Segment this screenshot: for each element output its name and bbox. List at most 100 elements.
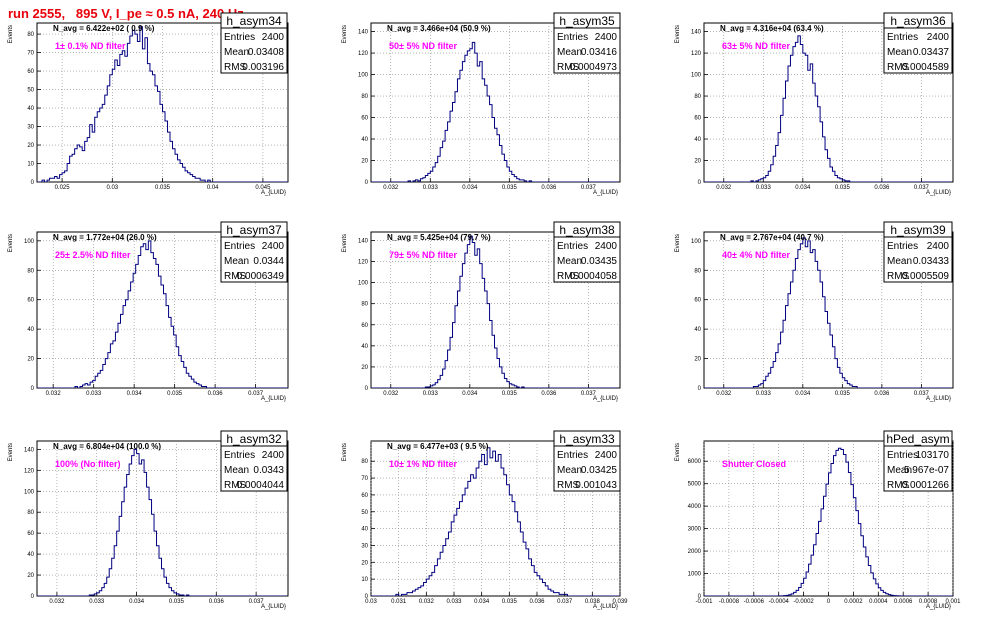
y-tick-label: 100 — [24, 489, 35, 495]
x-tick-label: 0.0002 — [844, 599, 863, 605]
x-tick-label: 0.04 — [207, 185, 219, 191]
histogram-line — [704, 35, 952, 182]
filter-label: Shutter Closed — [722, 459, 786, 469]
navg-label: N_avg = 2.767e+04 (40.7 %) — [720, 233, 824, 242]
x-tick-label: 0.039 — [612, 599, 628, 605]
stats-value: 0.0343 — [253, 465, 284, 476]
stats-value: 2400 — [595, 32, 618, 43]
histogram-line — [37, 448, 287, 596]
y-tick-label: 60 — [361, 323, 368, 329]
stats-value: 0.0004044 — [237, 480, 285, 491]
x-tick-label: 0.034 — [474, 599, 490, 605]
plot-frame — [703, 22, 954, 183]
y-tick-label: 60 — [694, 298, 701, 304]
histogram-panel-h_asym33: 0.03 0.031 0.032 0.033 0.034 0.035 0.036 0.037 0… — [342, 430, 628, 610]
x-tick-label: 0.001 — [945, 599, 961, 605]
x-tick-label: 0.032 — [383, 185, 399, 191]
plot-frame — [370, 22, 621, 183]
y-tick-label: 100 — [24, 239, 35, 245]
x-tick-label: 0.037 — [249, 599, 265, 605]
x-tick-label: -0.001 — [695, 599, 713, 605]
y-tick-label: 60 — [694, 116, 701, 122]
stats-value: 0.03437 — [913, 47, 950, 58]
stats-value: 0.03416 — [581, 47, 618, 58]
stats-value: 0.0344 — [253, 256, 284, 267]
stats-label: RMS — [557, 480, 580, 491]
y-tick-label: 60 — [361, 116, 368, 122]
plot-frame — [370, 231, 621, 389]
plot-frame — [36, 440, 289, 597]
x-axis-title: A_{LUID} — [261, 604, 286, 610]
x-tick-label: 0 — [827, 599, 831, 605]
stats-label: RMS — [224, 62, 247, 73]
x-tick-label: 0.038 — [585, 599, 601, 605]
x-tick-label: 0.035 — [835, 185, 851, 191]
stats-value: 0.03408 — [248, 47, 285, 58]
x-tick-label: 0.036 — [541, 391, 557, 397]
y-tick-label: 70 — [361, 476, 368, 482]
y-tick-label: 0 — [365, 594, 369, 600]
y-tick-label: 20 — [27, 143, 34, 149]
y-tick-label: 0 — [365, 180, 369, 186]
stats-value: 2400 — [595, 241, 618, 252]
stats-value: 0.0004058 — [570, 271, 618, 282]
y-axis-title: Events — [342, 234, 348, 252]
stats-label: RMS — [887, 271, 910, 282]
stats-title: h_asym39 — [890, 223, 946, 237]
x-tick-label: 0.0008 — [919, 599, 938, 605]
stats-value: 2400 — [927, 241, 950, 252]
y-tick-label: 20 — [694, 357, 701, 363]
y-tick-label: 100 — [691, 73, 702, 79]
y-tick-label: 5000 — [688, 482, 702, 488]
stats-label: Mean — [224, 47, 249, 58]
y-tick-label: 4000 — [688, 504, 702, 510]
histogram-panel-h_asym38: 0.032 0.033 0.034 0.035 0.036 0.037 0 20 40 60 80 1… — [342, 221, 621, 402]
x-axis-title: A_{LUID} — [593, 190, 618, 196]
y-axis-title: Events — [675, 234, 681, 252]
y-tick-label: 0 — [31, 180, 35, 186]
y-tick-label: 60 — [361, 493, 368, 499]
x-tick-label: 0.036 — [541, 185, 557, 191]
stats-label: RMS — [557, 271, 580, 282]
x-tick-label: 0.033 — [756, 391, 772, 397]
y-tick-label: 0 — [698, 594, 702, 600]
histogram-panel-h_asym39: 0.032 0.033 0.034 0.035 0.036 0.037 0 20 40 60 80 1… — [675, 221, 954, 402]
stats-value: 103170 — [916, 450, 950, 461]
x-tick-label: 0.025 — [55, 185, 71, 191]
stats-title: h_asym36 — [890, 14, 946, 28]
stats-box — [553, 430, 621, 492]
x-tick-label: 0.033 — [86, 391, 102, 397]
stats-box — [220, 12, 288, 74]
y-tick-label: 0 — [31, 594, 35, 600]
x-tick-label: 0.037 — [914, 391, 930, 397]
filter-label: 40± 4% ND filter — [722, 250, 790, 260]
x-tick-label: 0.033 — [446, 599, 462, 605]
x-axis-title: A_{LUID} — [261, 190, 286, 196]
y-tick-label: 80 — [361, 302, 368, 308]
x-tick-label: 0.0006 — [894, 599, 913, 605]
x-tick-label: 0.03 — [106, 185, 118, 191]
stats-label: Mean — [557, 465, 582, 476]
x-tick-label: 0.035 — [169, 599, 185, 605]
y-tick-label: 120 — [24, 468, 35, 474]
y-tick-label: 80 — [361, 459, 368, 465]
stats-label: Entries — [557, 32, 588, 43]
y-axis-title: Events — [8, 443, 14, 461]
x-tick-label: 0.034 — [462, 391, 478, 397]
x-tick-label: -0.0002 — [793, 599, 814, 605]
x-axis-title: A_{LUID} — [261, 396, 286, 402]
stats-label: Entries — [557, 241, 588, 252]
x-tick-label: 0.032 — [716, 391, 732, 397]
y-tick-label: 40 — [361, 137, 368, 143]
x-tick-label: 0.033 — [423, 185, 439, 191]
stats-value: 2400 — [262, 32, 285, 43]
stats-title: h_asym32 — [226, 432, 282, 446]
y-tick-label: 20 — [27, 573, 34, 579]
x-tick-label: 0.037 — [914, 185, 930, 191]
histogram-panel-h_asym35: 0.032 0.033 0.034 0.035 0.036 0.037 0 20 40 60 80 1… — [342, 12, 621, 196]
stats-label: Entries — [887, 450, 918, 461]
y-axis-title: Events — [342, 25, 348, 43]
histogram-line — [704, 237, 952, 388]
stats-label: RMS — [887, 480, 910, 491]
y-tick-label: 140 — [358, 30, 369, 36]
